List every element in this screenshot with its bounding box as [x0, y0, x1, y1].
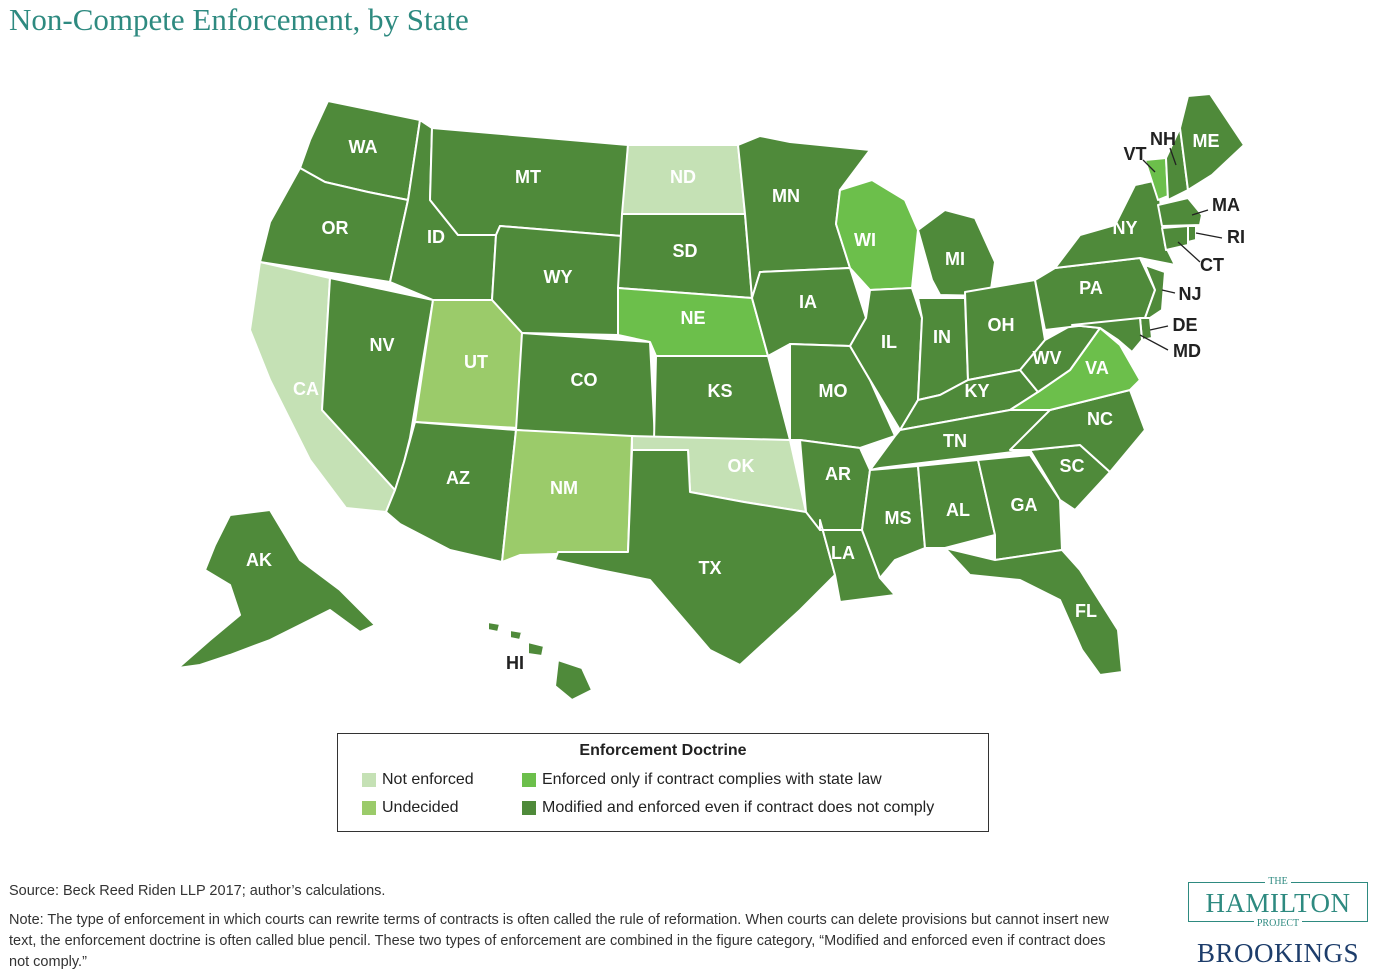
map-title: Non-Compete Enforcement, by State — [9, 2, 469, 37]
state-AK — [177, 509, 376, 669]
state-label: SC — [1059, 456, 1084, 476]
state-label: UT — [464, 352, 488, 372]
legend-label: Undecided — [382, 799, 459, 816]
state-label: KY — [964, 381, 989, 401]
state-AR — [799, 439, 871, 531]
note-text: Note: The type of enforcement in which c… — [9, 912, 1109, 970]
leader-line-ri — [1195, 232, 1223, 239]
logo-the: THE — [1265, 876, 1291, 887]
state-label: MA — [1212, 195, 1240, 215]
leader-line-md — [1139, 334, 1169, 351]
logo-project: PROJECT — [1253, 918, 1303, 929]
legend-title: Enforcement Doctrine — [579, 742, 747, 759]
state-label: FL — [1075, 601, 1097, 621]
state-IA — [751, 267, 867, 357]
state-AL — [917, 459, 996, 549]
state-MI — [917, 209, 996, 297]
state-label: WV — [1033, 348, 1062, 368]
state-label: MO — [819, 381, 848, 401]
brookings-logo: BROOKINGS — [1196, 938, 1360, 968]
state-label: GA — [1011, 495, 1038, 515]
state-label: AL — [946, 500, 970, 520]
state-label: OH — [988, 315, 1015, 335]
state-label: WA — [349, 137, 378, 157]
state-label: CT — [1200, 255, 1224, 275]
leader-line-nj — [1161, 289, 1176, 294]
state-label: NY — [1112, 218, 1137, 238]
state-label: OR — [322, 218, 349, 238]
state-FL — [944, 547, 1123, 676]
state-label: ND — [670, 167, 696, 187]
state-label: SD — [672, 241, 697, 261]
state-label: CO — [571, 370, 598, 390]
state-label: CA — [293, 379, 319, 399]
leader-line-nh — [1169, 147, 1177, 166]
state-label: ME — [1193, 131, 1220, 151]
state-label: IN — [933, 327, 951, 347]
state-label: MS — [885, 508, 912, 528]
state-ME — [1179, 93, 1245, 191]
state-label: MN — [772, 186, 800, 206]
state-label: MD — [1173, 341, 1201, 361]
state-label: NM — [550, 478, 578, 498]
leader-line-de — [1149, 325, 1169, 331]
state-RI — [1187, 225, 1197, 243]
state-label: PA — [1079, 278, 1103, 298]
source-text: Source: Beck Reed Riden LLP 2017; author… — [9, 883, 386, 899]
state-label: LA — [831, 543, 855, 563]
state-MA — [1157, 197, 1203, 227]
logo-hamilton: HAMILTON — [1205, 888, 1351, 918]
state-label: VA — [1085, 358, 1109, 378]
state-label: DE — [1172, 315, 1197, 335]
state-label: VT — [1123, 144, 1146, 164]
state-label: HI — [506, 653, 524, 673]
legend: Enforcement Doctrine Not enforced Undeci… — [337, 733, 989, 832]
state-label: KS — [707, 381, 732, 401]
legend-label: Modified and enforced even if contract d… — [542, 799, 935, 816]
hamilton-project-logo: THE HAMILTON PROJECT — [1188, 876, 1368, 929]
legend-item-modified-and-enforced: Modified and enforced even if contract d… — [522, 799, 934, 817]
leader-line-vt — [1142, 159, 1156, 173]
legend-swatch — [362, 773, 376, 787]
state-label: MT — [515, 167, 541, 187]
state-label: NH — [1150, 129, 1176, 149]
state-label: NE — [680, 308, 705, 328]
state-MD — [1071, 317, 1143, 353]
state-CT — [1161, 225, 1189, 251]
leader-line-ct — [1177, 241, 1201, 263]
legend-item-not-enforced: Not enforced — [362, 771, 474, 789]
state-label: OK — [728, 456, 755, 476]
legend-item-enforced-if-complies: Enforced only if contract complies with … — [522, 771, 882, 789]
state-label: AR — [825, 464, 851, 484]
legend-swatch — [362, 801, 376, 815]
state-label: NC — [1087, 409, 1113, 429]
state-TX — [554, 449, 836, 666]
state-label: TX — [698, 558, 721, 578]
state-label: RI — [1227, 227, 1245, 247]
legend-label: Not enforced — [382, 771, 474, 788]
legend-item-undecided: Undecided — [362, 799, 459, 817]
state-label: AZ — [446, 468, 470, 488]
state-label: WY — [544, 267, 573, 287]
legend-swatch — [522, 773, 536, 787]
state-label: ID — [427, 227, 445, 247]
legend-swatch — [522, 801, 536, 815]
state-label: AK — [246, 550, 272, 570]
state-HI — [487, 621, 593, 701]
state-label: MI — [945, 249, 965, 269]
state-label: NJ — [1178, 284, 1201, 304]
legend-label: Enforced only if contract complies with … — [542, 771, 882, 788]
state-label: IA — [799, 292, 817, 312]
state-label: TN — [943, 431, 967, 451]
state-label: IL — [881, 332, 897, 352]
leader-line-ma — [1191, 209, 1209, 216]
state-label: WI — [854, 230, 876, 250]
state-label: NV — [369, 335, 394, 355]
